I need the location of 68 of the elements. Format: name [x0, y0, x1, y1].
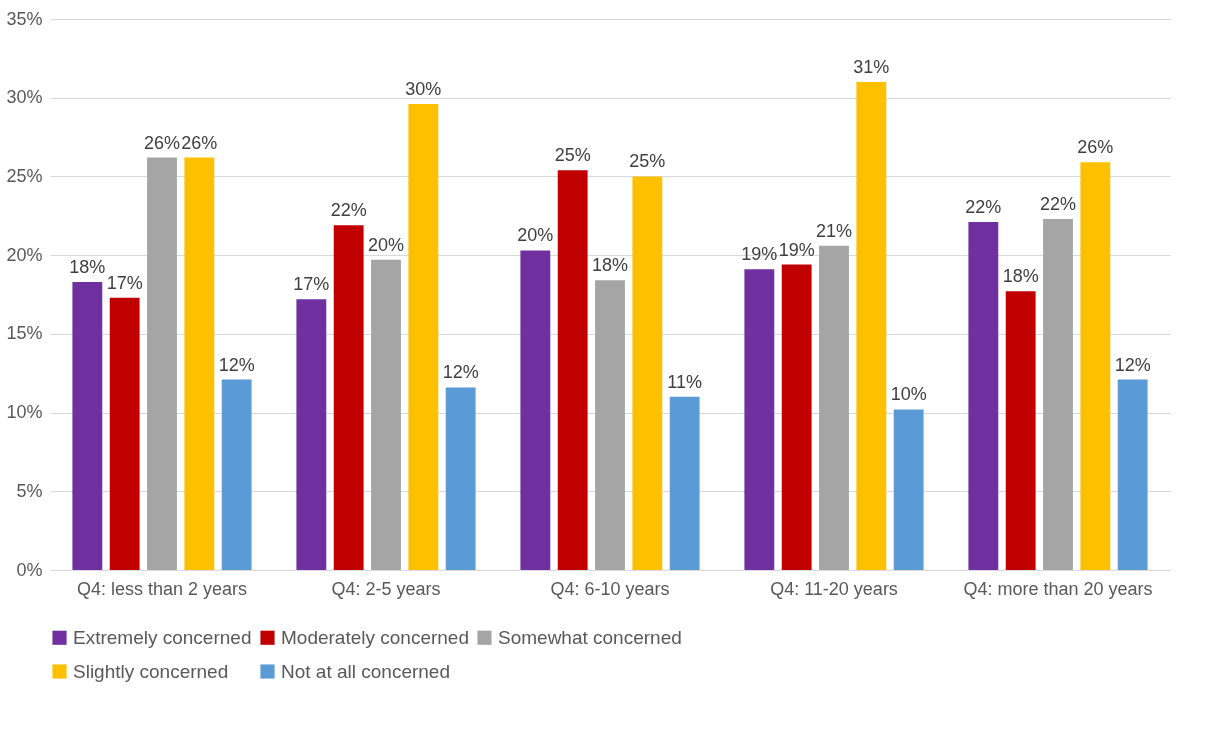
x-tick-label: Q4: 6-10 years	[550, 578, 670, 599]
bar	[856, 81, 887, 570]
bar	[333, 225, 364, 570]
bar	[781, 264, 812, 570]
data-label: 17%	[106, 272, 143, 293]
data-label: 25%	[554, 145, 591, 166]
bar	[595, 280, 625, 570]
x-tick-label: Q4: 11-20 years	[770, 578, 898, 599]
data-label: 22%	[965, 197, 1002, 218]
x-tick-label: Q4: 2-5 years	[331, 578, 441, 599]
legend-label: Somewhat concerned	[498, 626, 682, 648]
data-label: 21%	[815, 220, 853, 241]
bar	[1005, 291, 1036, 570]
data-label: 17%	[293, 274, 330, 295]
y-tick-label: 25%	[6, 165, 43, 186]
data-label: 12%	[1114, 354, 1151, 375]
legend-label: Moderately concerned	[281, 626, 469, 648]
x-tick-label: Q4: less than 2 years	[76, 578, 248, 599]
data-label: 26%	[143, 132, 181, 153]
bar	[1043, 218, 1073, 570]
bar	[819, 245, 849, 570]
bar	[72, 281, 103, 570]
bar	[147, 157, 177, 570]
bar	[445, 387, 476, 570]
bar	[1080, 162, 1111, 570]
bar	[557, 170, 588, 570]
data-label: 12%	[218, 354, 255, 375]
bar	[744, 269, 775, 570]
data-label: 20%	[517, 225, 554, 246]
data-label: 26%	[1077, 137, 1114, 158]
data-label: 18%	[591, 255, 629, 276]
legend-label: Not at all concerned	[281, 660, 450, 682]
data-label: 26%	[181, 132, 218, 153]
y-tick-label: 35%	[6, 8, 43, 29]
bar	[632, 176, 663, 570]
data-label: 22%	[1039, 193, 1077, 214]
data-label: 10%	[890, 384, 927, 405]
data-label: 30%	[405, 79, 442, 100]
y-tick-label: 10%	[6, 402, 43, 423]
y-tick-label: 0%	[16, 559, 43, 580]
bar	[1117, 379, 1148, 570]
x-tick-label: Q4: more than 20 years	[963, 578, 1153, 599]
data-label: 12%	[442, 362, 479, 383]
y-tick-label: 5%	[16, 480, 43, 501]
bar	[296, 299, 327, 570]
data-label: 20%	[367, 234, 405, 255]
data-label: 25%	[629, 151, 666, 172]
data-label: 19%	[741, 244, 778, 265]
y-tick-label: 20%	[6, 244, 43, 265]
legend-label: Slightly concerned	[73, 660, 229, 682]
data-label: 18%	[1002, 266, 1039, 287]
data-label: 11%	[667, 371, 703, 392]
bar	[221, 379, 252, 570]
y-tick-label: 30%	[6, 87, 43, 108]
data-label: 31%	[853, 56, 890, 77]
data-label: 18%	[69, 256, 106, 277]
bar	[184, 157, 215, 570]
bar	[408, 104, 439, 570]
bar	[669, 396, 700, 570]
bar	[893, 409, 924, 570]
bar	[968, 222, 999, 570]
bar	[109, 297, 140, 570]
bar	[520, 250, 551, 570]
bar	[371, 259, 401, 570]
legend-label: Extremely concerned	[73, 626, 252, 648]
data-label: 19%	[778, 239, 815, 260]
y-tick-label: 15%	[6, 323, 43, 344]
data-label: 22%	[330, 200, 367, 221]
